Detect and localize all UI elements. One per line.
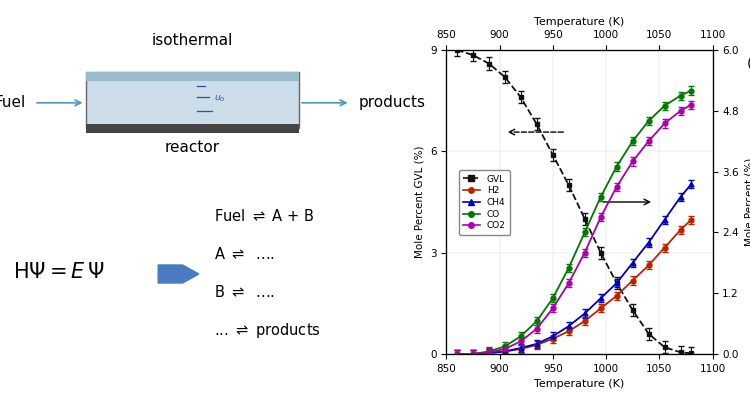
Text: Fuel: Fuel — [0, 95, 26, 110]
X-axis label: Temperature (K): Temperature (K) — [534, 379, 625, 389]
Text: Fuel $\rightleftharpoons$ A + B: Fuel $\rightleftharpoons$ A + B — [214, 208, 314, 224]
Text: A $\rightleftharpoons$  ....: A $\rightleftharpoons$ .... — [214, 246, 274, 262]
Y-axis label: Mole Percent (%): Mole Percent (%) — [745, 158, 750, 246]
Legend: GVL, H2, CH4, CO, CO2: GVL, H2, CH4, CO, CO2 — [459, 170, 510, 235]
Text: (a): (a) — [747, 56, 750, 70]
Text: reactor: reactor — [165, 140, 220, 155]
Text: products: products — [359, 95, 426, 110]
FancyBboxPatch shape — [86, 124, 299, 133]
FancyArrow shape — [158, 265, 199, 283]
FancyBboxPatch shape — [86, 72, 299, 81]
X-axis label: Temperature (K): Temperature (K) — [534, 17, 625, 27]
Text: isothermal: isothermal — [152, 33, 233, 48]
Text: ... $\rightleftharpoons$ products: ... $\rightleftharpoons$ products — [214, 320, 320, 340]
Text: B $\rightleftharpoons$  ....: B $\rightleftharpoons$ .... — [214, 284, 274, 300]
Y-axis label: Mole Percent GVL (%): Mole Percent GVL (%) — [414, 146, 424, 258]
Text: $\mathsf{H}\Psi = E\,\Psi$: $\mathsf{H}\Psi = E\,\Psi$ — [13, 262, 104, 282]
FancyBboxPatch shape — [86, 72, 299, 128]
Text: $u_0$: $u_0$ — [214, 94, 225, 104]
